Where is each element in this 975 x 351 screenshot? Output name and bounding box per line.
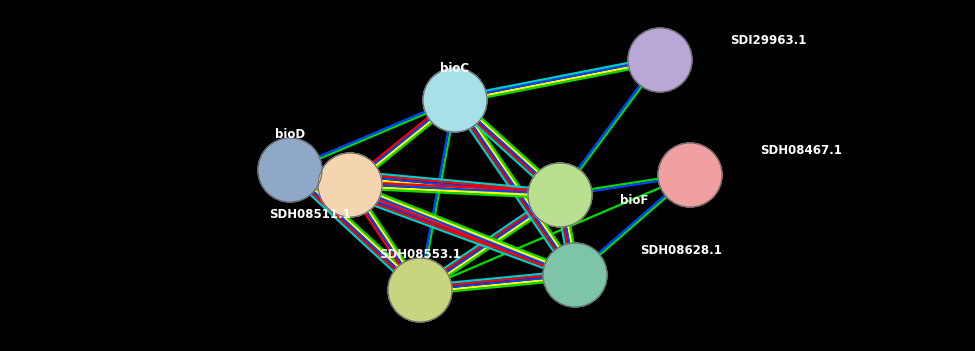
Text: SDH08467.1: SDH08467.1 [760,144,841,157]
Circle shape [258,138,322,202]
Circle shape [543,243,607,307]
Text: SDH08553.1: SDH08553.1 [379,249,461,261]
Circle shape [628,28,692,92]
Text: bioF: bioF [620,193,648,206]
Text: SDI29963.1: SDI29963.1 [730,33,806,46]
Text: bioD: bioD [275,128,305,141]
Circle shape [658,143,722,207]
Circle shape [318,153,382,217]
Text: SDH08628.1: SDH08628.1 [640,244,722,257]
Text: SDH08511.1: SDH08511.1 [269,208,351,221]
Circle shape [528,163,592,227]
Circle shape [388,258,452,322]
Text: bioC: bioC [441,61,470,74]
Circle shape [423,68,487,132]
